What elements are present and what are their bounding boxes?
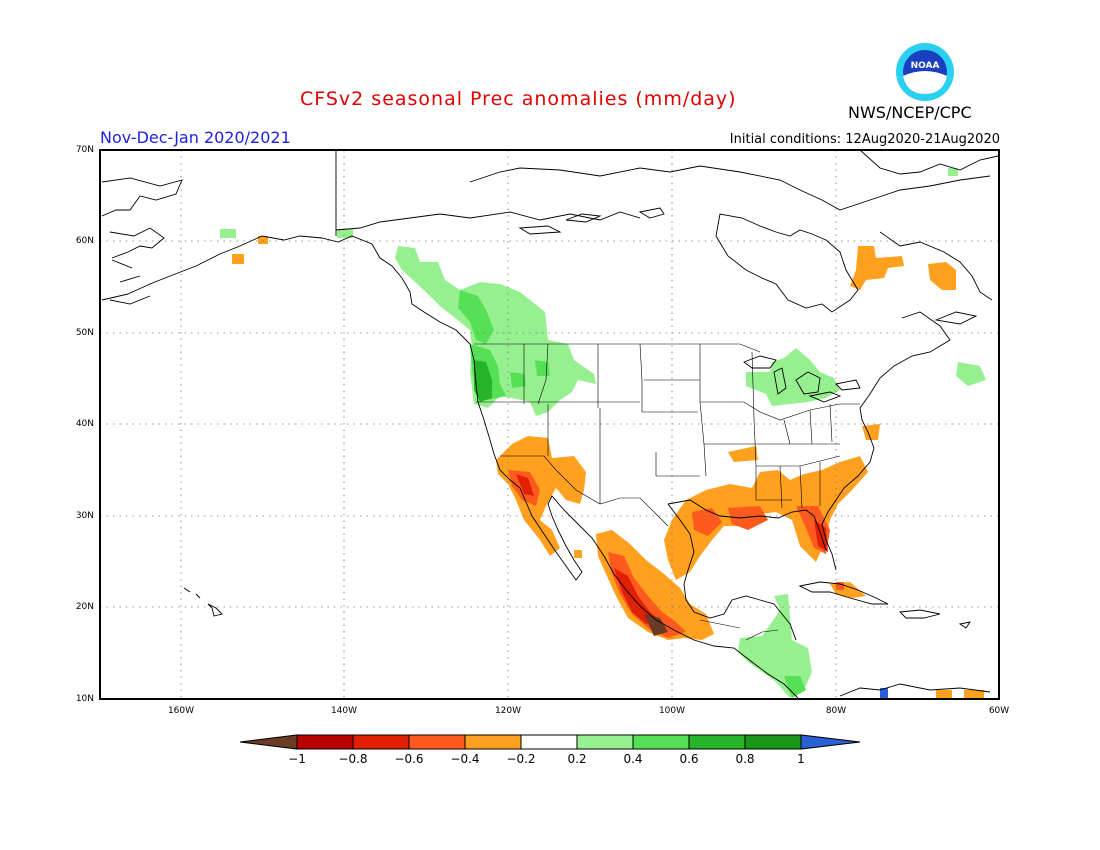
lat-label-20n: 20N [75, 602, 94, 612]
colorbar-tick-label: 0.6 [679, 752, 699, 766]
colorbar-tick-label: 0.8 [735, 752, 755, 766]
colorbar-tick-label: 0.2 [567, 752, 587, 766]
lon-label-80w: 80W [825, 706, 847, 716]
colorbar-swatch [632, 734, 690, 750]
noaa-logo-text: NOAA [911, 61, 940, 71]
colorbar-swatch [520, 734, 578, 750]
colorbar-tick-label: −0.4 [450, 752, 480, 766]
noaa-logo: NOAA [896, 43, 954, 101]
lat-label-10n: 10N [75, 694, 94, 704]
colorbar-tick-label: −0.6 [394, 752, 424, 766]
colorbar-tick-label: 1 [797, 752, 805, 766]
lon-label-120w: 120W [494, 706, 522, 716]
graticule [100, 150, 999, 699]
colorbar-tick-label: −0.8 [338, 752, 368, 766]
colorbar-swatch [744, 734, 802, 750]
colorbar-swatch [688, 734, 746, 750]
lon-label-140w: 140W [330, 706, 358, 716]
dry-anomaly-regions [232, 236, 984, 699]
colorbar-tick-label: 0.4 [623, 752, 643, 766]
colorbar-tick-label: −0.2 [506, 752, 536, 766]
coastlines [101, 149, 999, 699]
colorbar-swatch [576, 734, 634, 750]
colorbar-tick-label: −1 [288, 752, 306, 766]
lat-label-50n: 50N [75, 328, 94, 338]
lon-label-100w: 100W [658, 706, 686, 716]
initial-conditions: Initial conditions: 12Aug2020-21Aug2020 [729, 132, 1000, 147]
colorbar-swatch [296, 734, 354, 750]
colorbar-swatch [408, 734, 466, 750]
lat-label-30n: 30N [75, 511, 94, 521]
colorbar-low-arrow [239, 734, 298, 750]
colorbar-swatch [464, 734, 522, 750]
political-borders [474, 343, 860, 641]
wet-anomaly-regions [220, 168, 986, 698]
forecast-period: Nov-Dec-Jan 2020/2021 [100, 128, 291, 147]
colorbar-swatch [352, 734, 410, 750]
lat-label-70n: 70N [75, 145, 94, 155]
lat-label-60n: 60N [75, 236, 94, 246]
lon-label-60w: 60W [988, 706, 1010, 716]
lat-label-40n: 40N [75, 419, 94, 429]
agency-label: NWS/NCEP/CPC [848, 103, 972, 122]
colorbar-high-arrow [800, 734, 861, 750]
chart-title: CFSv2 seasonal Prec anomalies (mm/day) [300, 88, 737, 110]
lon-label-160w: 160W [167, 706, 195, 716]
